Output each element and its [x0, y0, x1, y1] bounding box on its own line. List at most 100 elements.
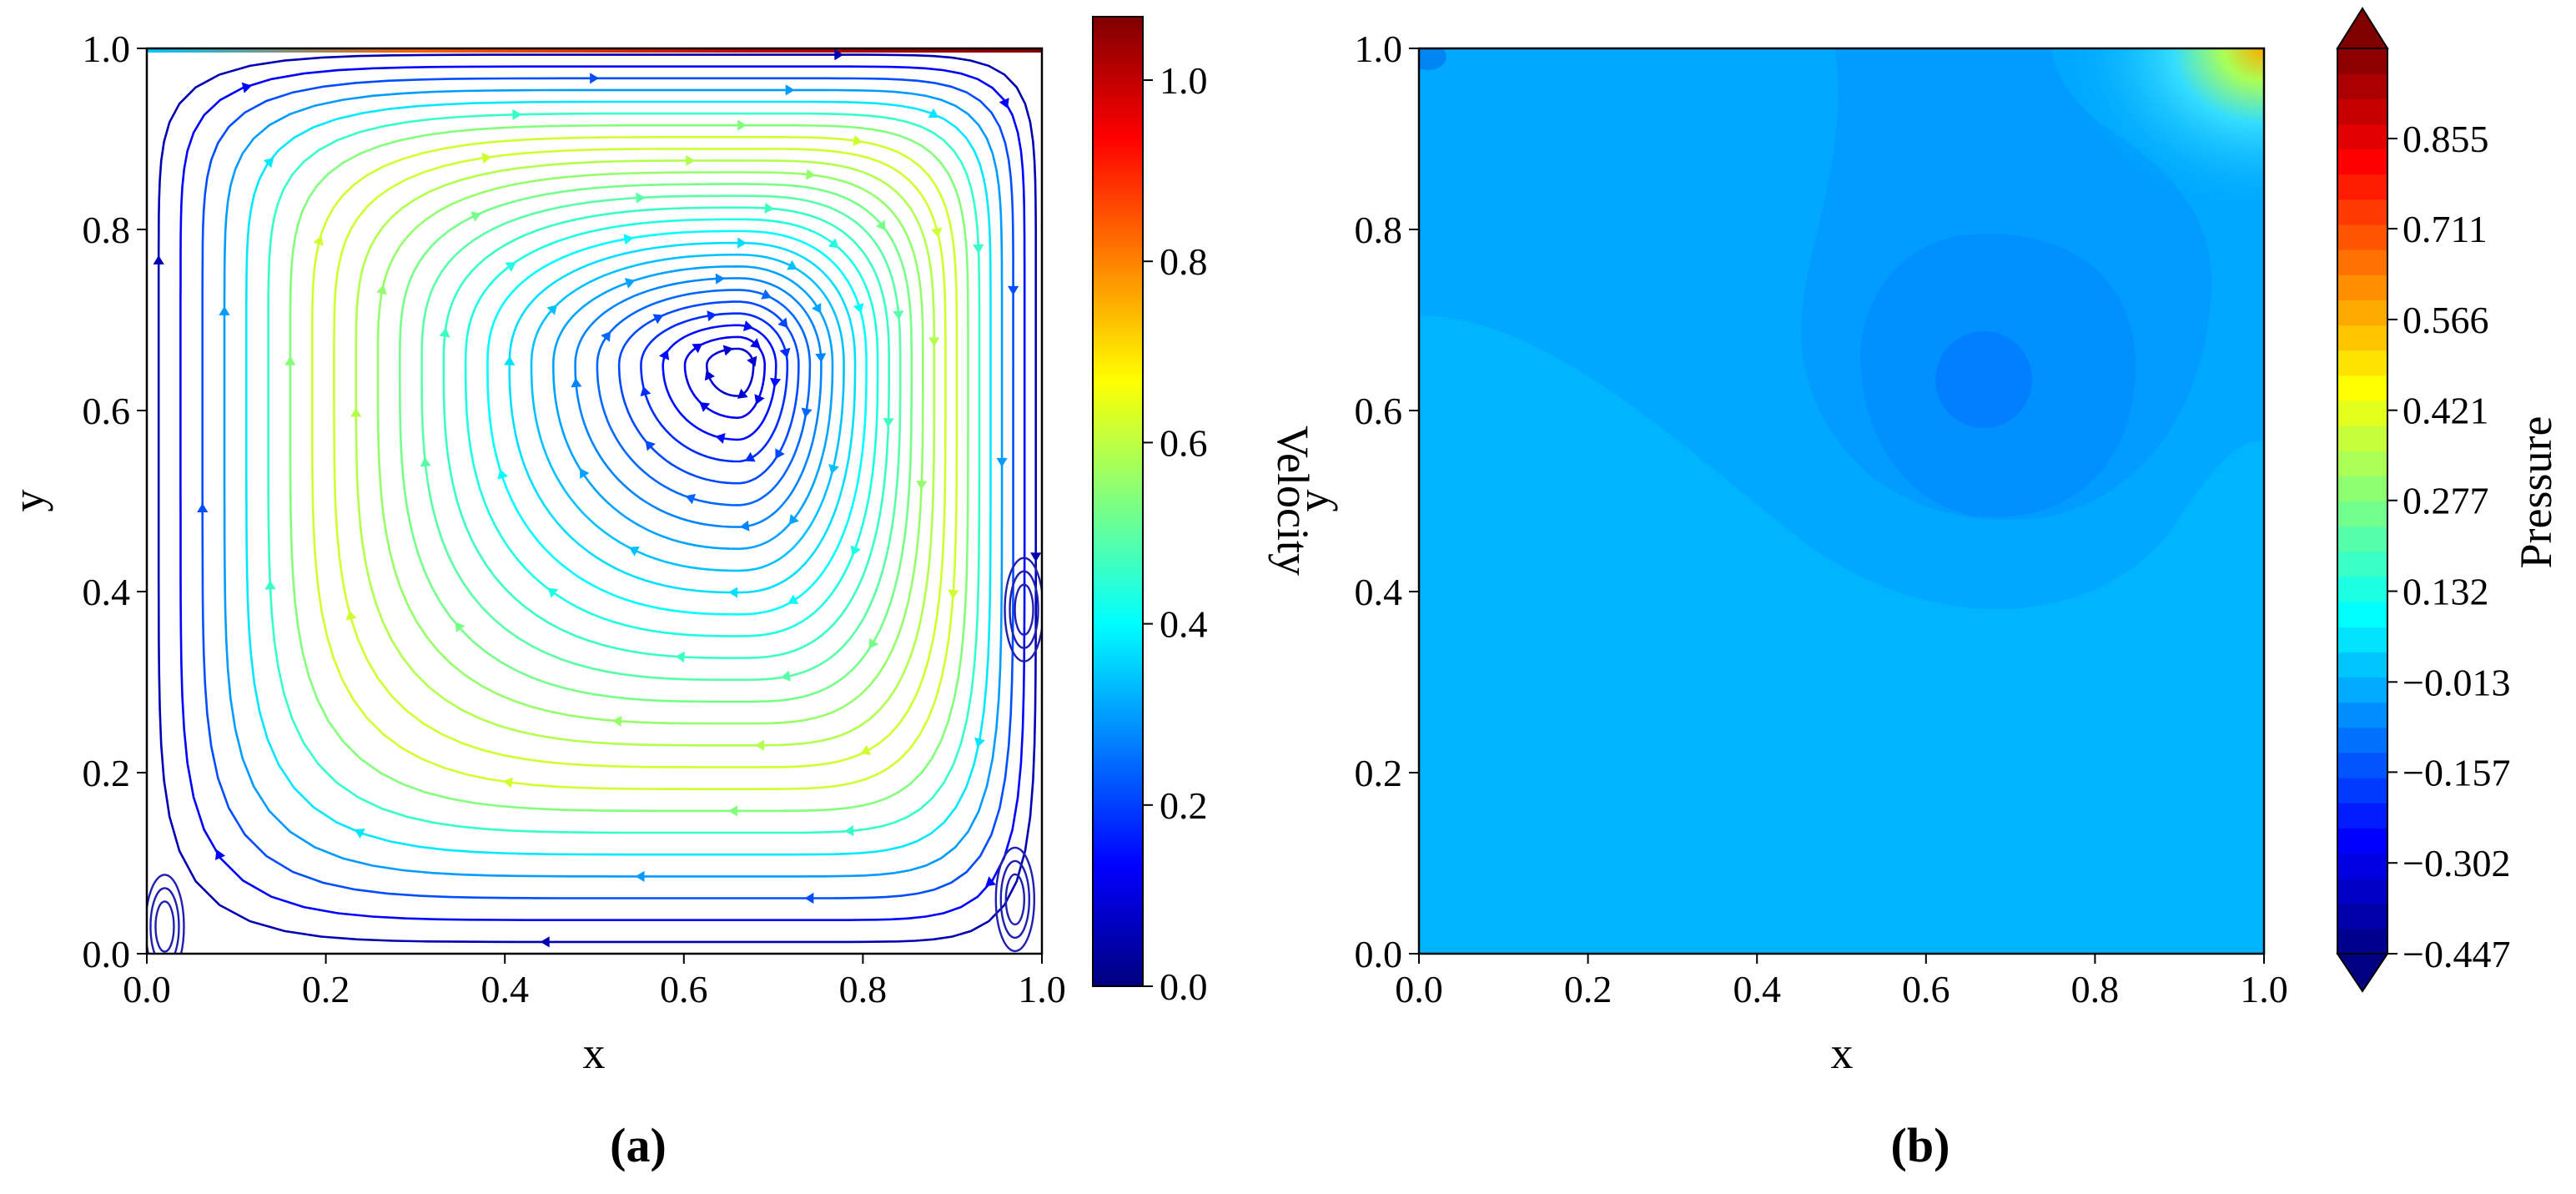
streamline-arrow	[868, 637, 879, 649]
streamline	[464, 218, 879, 637]
panel-a-ytick-label: 0.6	[83, 390, 131, 432]
streamline-arrow	[737, 119, 747, 131]
panel-b-xtick-label: 0.0	[1395, 968, 1443, 1010]
streamline-arrow	[999, 98, 1009, 108]
streamline	[179, 65, 1026, 921]
streamline-arrow	[805, 169, 816, 180]
streamline	[683, 335, 766, 420]
panel-a-ylabel: y	[3, 490, 53, 512]
streamline-arrow	[755, 739, 765, 751]
velocity-colorbar-tick-label: 0.2	[1160, 784, 1208, 827]
panel-b-xtick-label: 1.0	[2240, 968, 2288, 1010]
streamline-arrow	[699, 401, 711, 412]
streamline-arrow	[779, 347, 791, 359]
streamline-arrow	[834, 49, 844, 61]
panel-a-plot-area	[147, 48, 1042, 954]
contour-corner-high	[2060, 48, 2264, 215]
panel-b-ticks: 0.0 0.2 0.4 0.6 0.8 1.0 0.0 0.2 0.4 0.6 0.8 1.0	[1355, 28, 2288, 1010]
pressure-colorbar-band	[2337, 803, 2387, 829]
streamline-arrow	[504, 355, 516, 365]
velocity-colorbar-tick-label: 1.0	[1160, 59, 1208, 102]
pressure-colorbar-tick-label: −0.013	[2402, 661, 2510, 703]
panel-a-ytick-label: 1.0	[83, 28, 131, 70]
streamline-arrow	[313, 235, 325, 246]
streamline	[245, 100, 992, 856]
pressure-colorbar-band	[2337, 652, 2387, 678]
pressure-colorbar-band	[2337, 702, 2387, 728]
streamline-arrow	[376, 285, 387, 295]
streamline-arrow	[350, 407, 362, 417]
streamline-arrow	[737, 388, 748, 399]
streamline-arrow	[512, 108, 522, 120]
contour-corner-low	[1419, 48, 1446, 70]
streamline-arrow	[804, 892, 814, 904]
streamline-arrow	[636, 192, 646, 204]
velocity-colorbar-tick-label: 0.4	[1160, 603, 1208, 646]
streamline	[662, 324, 777, 441]
streamline-arrow	[931, 227, 943, 238]
streamline	[551, 264, 834, 551]
streamline	[223, 88, 1004, 878]
streamline-arrow	[737, 237, 747, 249]
streamline-arrow	[948, 589, 959, 599]
pressure-colorbar-band	[2337, 426, 2387, 451]
secondary-vortex-streamline	[1009, 570, 1039, 649]
velocity-colorbar	[1092, 16, 1144, 987]
streamline-arrow	[354, 829, 365, 839]
panel-a-ticks: 0.0 0.2 0.4 0.6 0.8 1.0 0.0 0.2 0.4 0.6 0.8 1.0	[83, 28, 1066, 1010]
streamline-arrow	[623, 234, 634, 245]
streamline	[289, 123, 969, 813]
streamline-arrow	[875, 219, 886, 231]
streamline-arrow	[540, 936, 550, 948]
streamline	[376, 171, 924, 725]
panel-b-xtick-label: 0.4	[1733, 968, 1781, 1010]
streamline-arrow	[974, 737, 985, 748]
pressure-colorbar-band	[2337, 928, 2387, 955]
streamline-arrow	[1030, 552, 1042, 562]
panel-b-ytick-label: 0.8	[1355, 209, 1403, 251]
streamline-arrow	[850, 545, 861, 557]
streamline-arrow	[704, 370, 715, 381]
streamline-arrow	[692, 343, 703, 354]
panel-b-ytick-label: 0.0	[1355, 933, 1403, 975]
panel-a-xtick-label: 0.2	[302, 968, 350, 1010]
pressure-colorbar	[2336, 7, 2389, 993]
pressure-colorbar-band	[2337, 48, 2387, 74]
streamline-arrow	[420, 456, 431, 467]
velocity-colorbar-tick-label: 0.0	[1160, 965, 1208, 1008]
streamline-arrow	[455, 622, 465, 632]
streamline-arrow	[481, 152, 492, 164]
streamline-arrow	[787, 594, 799, 604]
streamline-arrow	[590, 73, 600, 84]
pressure-colorbar-band	[2337, 677, 2387, 703]
streamline	[574, 277, 823, 528]
streamline-arrow	[505, 262, 516, 272]
streamline-arrow	[153, 254, 164, 264]
streamline-arrow	[928, 108, 939, 118]
secondary-vortex-streamline	[999, 859, 1031, 940]
streamline-arrow	[996, 457, 1008, 467]
streamline-arrow	[503, 777, 514, 788]
panel-b-xtick-label: 0.8	[2071, 968, 2120, 1010]
streamline-arrow	[777, 317, 788, 329]
pressure-colorbar-band	[2337, 878, 2387, 904]
streamline-arrow	[685, 493, 697, 505]
streamline	[617, 300, 800, 485]
panel-a-xtick-label: 0.6	[660, 968, 708, 1010]
pressure-colorbar-band	[2337, 174, 2387, 200]
secondary-vortex-streamline	[1014, 583, 1034, 636]
pressure-contours	[1419, 48, 2264, 954]
streamline-arrow	[707, 310, 717, 322]
streamline-arrow	[219, 305, 230, 315]
streamline-arrow	[744, 451, 756, 462]
streamline-arrow	[811, 302, 822, 314]
streamline-arrow	[241, 82, 252, 93]
streamline-arrow	[722, 345, 733, 356]
secondary-vortex-streamline	[1004, 873, 1026, 926]
streamline-arrow	[546, 305, 557, 315]
streamline	[420, 194, 902, 682]
streamline-arrow	[828, 238, 839, 249]
streamline-arrow	[635, 870, 645, 882]
